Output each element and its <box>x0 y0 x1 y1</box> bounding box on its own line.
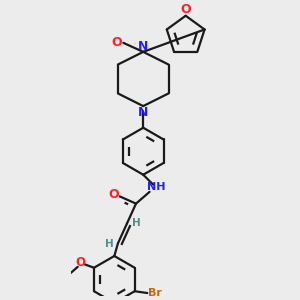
Text: O: O <box>180 3 191 16</box>
Text: N: N <box>138 106 148 119</box>
Text: H: H <box>104 239 113 249</box>
Text: O: O <box>112 36 122 49</box>
Text: O: O <box>75 256 85 269</box>
Text: H: H <box>132 218 140 228</box>
Text: Br: Br <box>148 288 162 298</box>
Text: NH: NH <box>147 182 165 192</box>
Text: N: N <box>138 40 148 53</box>
Text: O: O <box>108 188 119 201</box>
